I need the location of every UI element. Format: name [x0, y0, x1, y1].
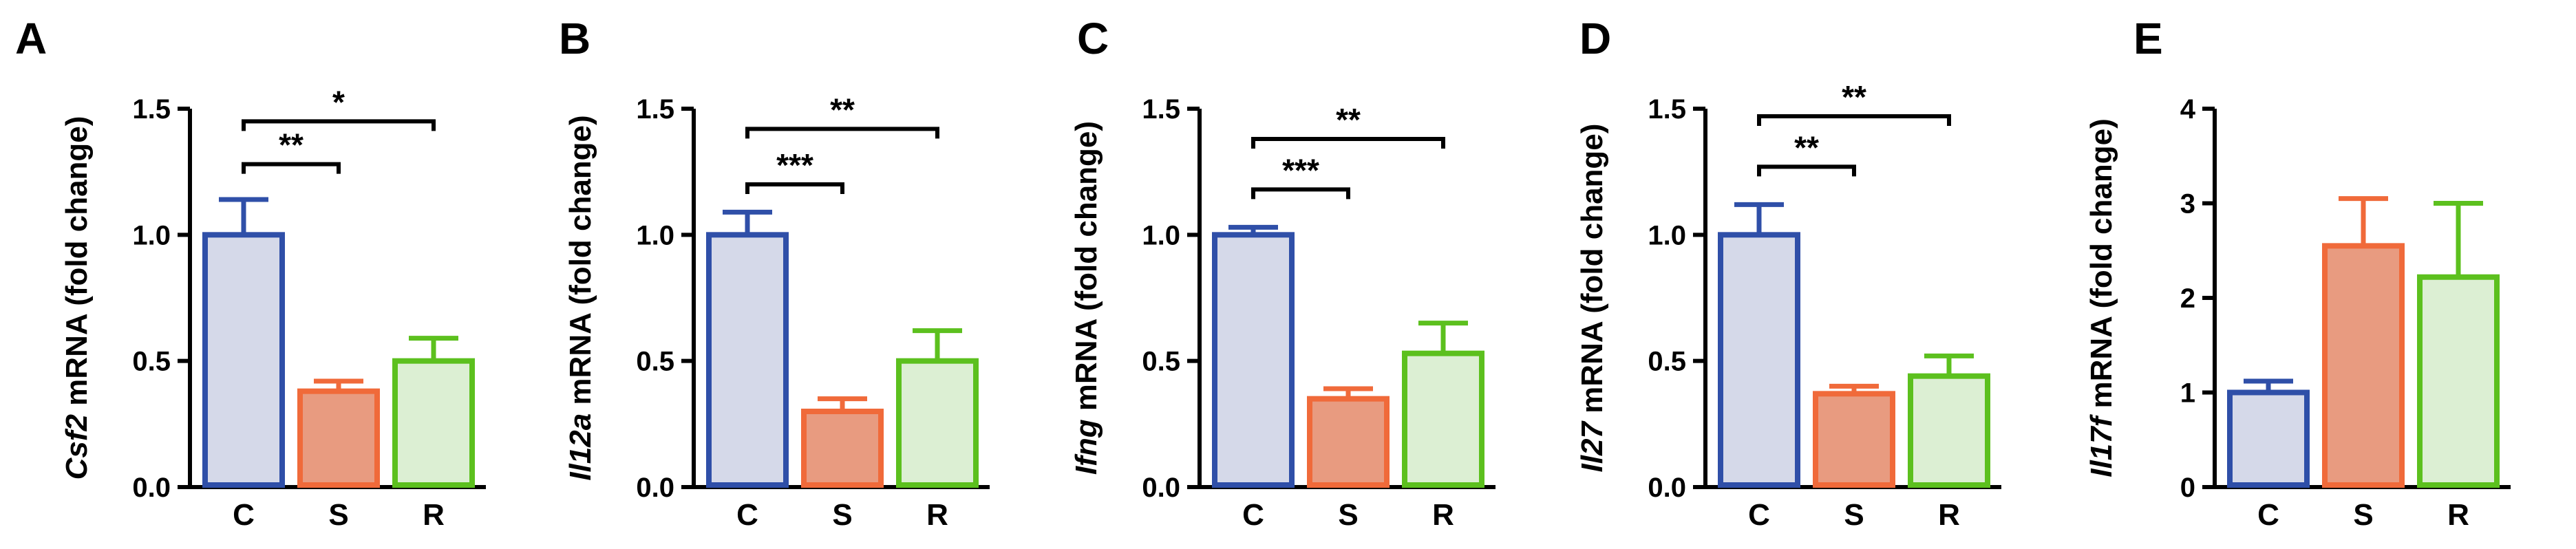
- panel-letter: E: [2133, 14, 2163, 63]
- y-tick-label: 0.5: [636, 347, 674, 377]
- y-tick-label: 0.5: [1142, 347, 1180, 377]
- panel-c: C Ifng mRNA (fold change) 0.0 0.5 1.0 1.5 C S R *…: [1069, 14, 1495, 532]
- x-tick-label: R: [2447, 498, 2469, 532]
- bar-c: [1212, 232, 1295, 488]
- y-tick-label: 3: [2180, 189, 2195, 219]
- bar-s: [801, 409, 884, 488]
- panel-letter: D: [1579, 14, 1611, 63]
- y-tick-label: 4: [2180, 94, 2196, 125]
- y-tick-label: 0.0: [1142, 473, 1180, 503]
- bar-c: [1718, 232, 1800, 488]
- significance-bracket: [242, 162, 341, 174]
- significance-label: **: [1336, 102, 1361, 138]
- significance-label: **: [1794, 129, 1819, 165]
- panel-d: D Il27 mRNA (fold change) 0.0 0.5 1.0 1.5 C S R *…: [1575, 14, 2001, 532]
- panel-letter: B: [559, 14, 590, 63]
- y-tick-label: 0.5: [132, 347, 171, 377]
- significance-label: *: [332, 84, 345, 120]
- y-axis-label-gene: Il27: [1575, 420, 1609, 473]
- bar-r: [1908, 373, 1990, 488]
- bar-c: [202, 232, 285, 488]
- x-tick-label: S: [2353, 498, 2373, 532]
- x-tick-label: R: [1432, 498, 1454, 532]
- y-tick-label: 0.0: [636, 473, 674, 503]
- significance-bracket: [1757, 114, 1951, 126]
- significance-bracket: [1757, 164, 1856, 177]
- y-axis-label-gene: Csf2: [60, 414, 94, 480]
- panel-a: A Csf2 mRNA (fold change) 0.0 0.5 1.0 1.5 C S R *…: [15, 14, 486, 532]
- x-tick-label: R: [926, 498, 948, 532]
- significance-bracket: [745, 127, 939, 139]
- y-axis-label: Il17f mRNA (fold change): [2085, 118, 2118, 477]
- bar-r: [2417, 274, 2500, 488]
- x-tick-label: C: [1242, 498, 1264, 532]
- y-tick-label: 1: [2180, 378, 2195, 409]
- y-axis-label: Ifng mRNA (fold change): [1069, 121, 1103, 475]
- y-axis-label-unit: mRNA (fold change): [564, 115, 597, 413]
- y-axis-label: Il12a mRNA (fold change): [564, 115, 597, 480]
- y-axis-label: Csf2 mRNA (fold change): [60, 116, 94, 480]
- x-tick-label: C: [233, 498, 255, 532]
- x-tick-label: S: [832, 498, 852, 532]
- panel-letter: C: [1077, 14, 1109, 63]
- y-tick-label: 0.5: [1648, 347, 1686, 377]
- bar-s: [1813, 391, 1895, 488]
- y-tick-label: 1.5: [1648, 94, 1686, 125]
- y-tick-label: 1.0: [1142, 220, 1180, 250]
- y-axis-label-unit: mRNA (fold change): [60, 116, 94, 414]
- significance-bracket: [242, 119, 436, 131]
- significance-label: **: [1842, 79, 1866, 115]
- bar-c: [706, 232, 789, 488]
- x-tick-label: R: [1938, 498, 1960, 532]
- bar-s: [1307, 396, 1390, 488]
- significance-label: **: [830, 92, 855, 127]
- panel-b: B Il12a mRNA (fold change) 0.0 0.5 1.0 1.5 C S R…: [559, 14, 990, 532]
- significance-label: **: [279, 127, 304, 163]
- y-axis-label: Il27 mRNA (fold change): [1575, 124, 1609, 473]
- y-axis-label-unit: mRNA (fold change): [2085, 118, 2118, 416]
- significance-bracket: [745, 182, 844, 194]
- y-tick-label: 0.0: [132, 473, 171, 503]
- y-tick-label: 1.5: [1142, 94, 1180, 125]
- bar-c: [2227, 389, 2310, 488]
- y-axis-label-unit: mRNA (fold change): [1575, 124, 1609, 422]
- significance-label: ***: [1282, 152, 1319, 188]
- x-tick-label: C: [2257, 498, 2279, 532]
- x-tick-label: R: [423, 498, 445, 532]
- x-tick-label: S: [1844, 498, 1864, 532]
- y-tick-label: 2: [2180, 283, 2195, 314]
- bar-r: [896, 358, 979, 488]
- y-axis-label-unit: mRNA (fold change): [1069, 121, 1103, 419]
- y-tick-label: 1.5: [132, 94, 171, 125]
- x-tick-label: C: [736, 498, 758, 532]
- y-tick-label: 0.0: [1648, 473, 1686, 503]
- bar-s: [2322, 243, 2405, 488]
- x-tick-label: S: [1338, 498, 1358, 532]
- panel-letter: A: [15, 14, 47, 63]
- y-axis-label-gene: Il17f: [2085, 413, 2118, 477]
- significance-bracket: [1251, 187, 1350, 200]
- bar-r: [1402, 350, 1484, 488]
- y-tick-label: 1.0: [636, 220, 674, 250]
- y-axis-label-gene: Il12a: [564, 413, 597, 481]
- y-tick-label: 1.5: [636, 94, 674, 125]
- panel-e: E Il17f mRNA (fold change) 0 1 2 3 4 C S R: [2085, 14, 2511, 532]
- y-tick-label: 1.0: [132, 220, 171, 250]
- y-tick-label: 0: [2180, 473, 2195, 503]
- y-tick-label: 1.0: [1648, 220, 1686, 250]
- bar-r: [392, 358, 475, 488]
- x-tick-label: C: [1748, 498, 1770, 532]
- significance-bracket: [1251, 137, 1445, 149]
- y-axis-label-gene: Ifng: [1069, 419, 1103, 475]
- bar-s: [297, 388, 380, 488]
- x-tick-label: S: [328, 498, 348, 532]
- significance-label: ***: [776, 147, 813, 183]
